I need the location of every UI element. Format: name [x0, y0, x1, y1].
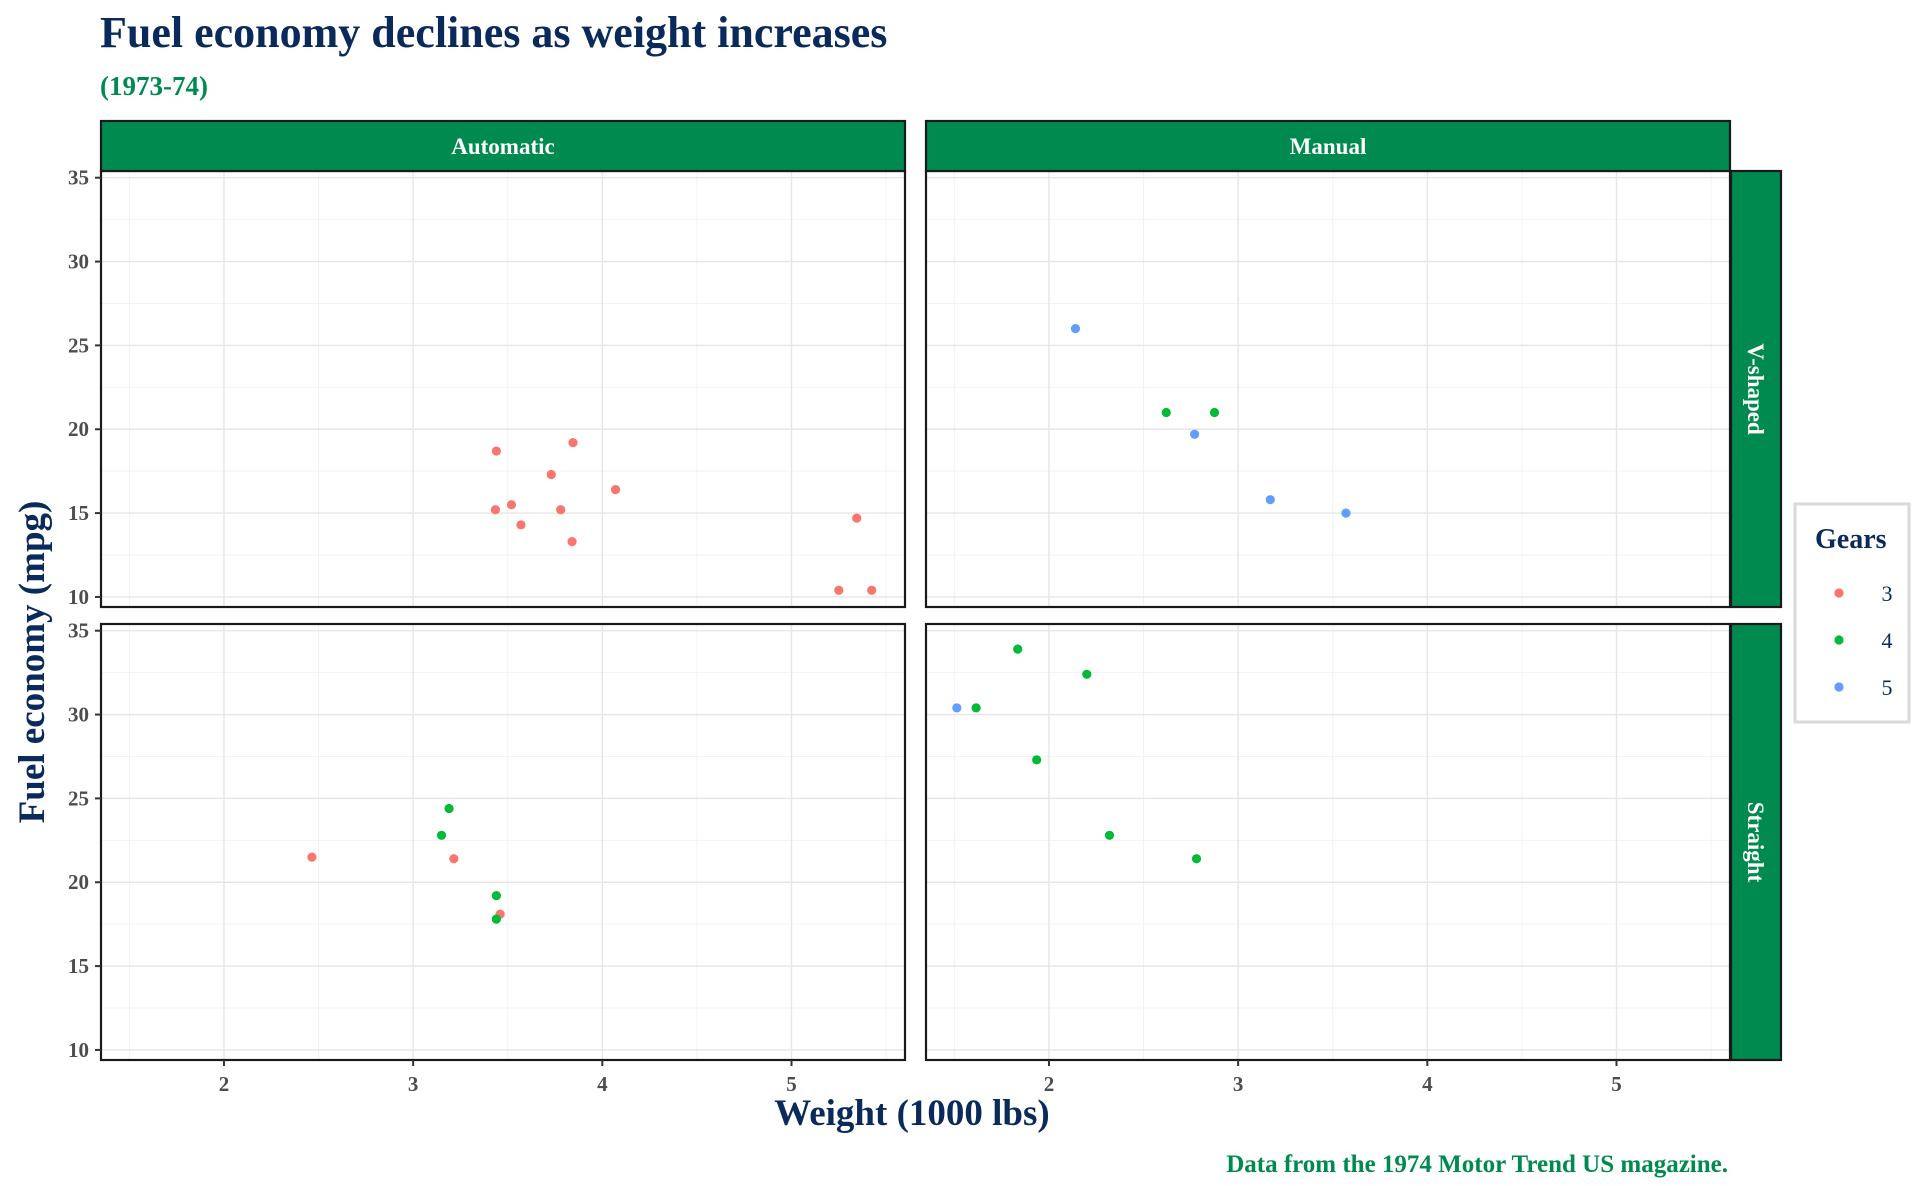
data-point-gear-4	[1209, 407, 1220, 418]
facet-strips: Automatic Manual V-shaped Straight	[99, 119, 1783, 1062]
y-tick-label: 20	[68, 417, 89, 441]
x-axis-title: Weight (1000 lbs)	[774, 1093, 1049, 1134]
chart-title: Fuel economy declines as weight increase…	[100, 8, 887, 57]
x-tick-label: 2	[1044, 1072, 1055, 1096]
x-tick-label: 4	[597, 1072, 608, 1096]
legend-label-gear-3: 3	[1882, 581, 1893, 606]
x-tick-label: 3	[408, 1072, 419, 1096]
strip-manual	[924, 119, 1732, 173]
data-point-gear-4	[491, 914, 501, 924]
legend-box	[1793, 502, 1911, 724]
data-point-gear-3	[506, 500, 517, 510]
data-point-gear-3	[852, 513, 862, 523]
y-tick-label: 15	[68, 501, 89, 525]
strip-automatic	[99, 119, 907, 173]
y-axis: 10 15 20 25 30 35 10 15 20 25 30 35	[68, 166, 101, 1062]
y-tick-label: 10	[68, 585, 89, 609]
data-point-gear-4	[1032, 755, 1042, 765]
panel-background	[101, 624, 905, 1060]
data-point-gear-4	[1191, 854, 1202, 864]
y-tick-label: 20	[68, 870, 89, 894]
data-point-gear-3	[490, 505, 501, 515]
x-axis: 2 3 4 5 2 3 4 5	[219, 1060, 1622, 1096]
data-point-gear-5	[1341, 508, 1351, 518]
chart-caption: Data from the 1974 Motor Trend US magazi…	[1226, 1151, 1728, 1178]
data-point-gear-5	[952, 703, 962, 713]
data-point-gear-3	[567, 537, 577, 547]
data-point-gear-4	[491, 891, 501, 901]
panel-manual-v-shaped	[924, 169, 1732, 609]
panel-background	[926, 624, 1730, 1060]
panel-automatic-v-shaped	[99, 169, 907, 609]
legend-label-gear-5: 5	[1882, 675, 1893, 700]
data-point-gear-4	[1104, 830, 1115, 840]
legend-label-gear-4: 4	[1882, 628, 1893, 653]
data-point-gear-4	[436, 830, 447, 840]
legend-key-gear-4	[1834, 635, 1844, 645]
x-tick-label: 3	[1233, 1072, 1244, 1096]
x-tick-label: 2	[219, 1072, 230, 1096]
strip-label-automatic: Automatic	[451, 134, 554, 159]
x-tick-label: 4	[1422, 1072, 1433, 1096]
data-point-gear-3	[516, 520, 526, 530]
data-point-gear-4	[1082, 669, 1092, 679]
x-tick-label: 5	[786, 1072, 797, 1096]
y-tick-label: 35	[68, 619, 89, 643]
data-point-gear-3	[307, 852, 317, 862]
y-tick-label: 30	[68, 703, 89, 727]
y-axis-title: Fuel economy (mpg)	[12, 501, 53, 824]
y-tick-label: 25	[68, 786, 89, 810]
data-point-gear-5	[1190, 429, 1200, 439]
y-tick-label: 35	[68, 166, 89, 190]
data-point-gear-4	[444, 803, 454, 814]
legend-title: Gears	[1815, 524, 1887, 555]
data-point-gear-4	[971, 703, 981, 713]
panel-manual-straight	[924, 622, 1732, 1062]
data-point-gear-3	[867, 585, 877, 595]
strip-label-straight: Straight	[1743, 802, 1768, 883]
data-point-gear-3	[449, 854, 459, 864]
data-point-gear-4	[1161, 407, 1171, 418]
data-point-gear-3	[556, 505, 566, 515]
strip-label-manual: Manual	[1290, 134, 1367, 159]
y-tick-label: 10	[68, 1038, 89, 1062]
legend: Gears 3 4 5	[1793, 502, 1911, 724]
legend-key-gear-3	[1834, 588, 1844, 598]
strip-v-shaped	[1729, 169, 1783, 609]
facet-panels	[99, 169, 1732, 1062]
data-point-gear-3	[491, 446, 501, 456]
chart-subtitle: (1973-74)	[100, 71, 208, 101]
panel-automatic-straight	[99, 622, 907, 1062]
data-point-gear-4	[1013, 644, 1023, 654]
x-tick-label: 5	[1611, 1072, 1622, 1096]
data-point-gear-5	[1070, 324, 1081, 334]
y-tick-label: 30	[68, 250, 89, 274]
data-point-gear-3	[568, 438, 578, 448]
panel-background	[926, 171, 1730, 607]
panel-border	[99, 622, 907, 1062]
data-point-gear-5	[1265, 495, 1275, 505]
strip-label-v-shaped: V-shaped	[1743, 343, 1768, 435]
data-point-gear-3	[546, 469, 556, 480]
panel-background	[101, 171, 905, 607]
strip-straight	[1729, 622, 1783, 1062]
y-tick-label: 25	[68, 333, 89, 357]
data-point-gear-3	[834, 585, 844, 595]
data-point-gear-3	[610, 485, 621, 495]
y-tick-label: 15	[68, 954, 89, 978]
legend-key-gear-5	[1834, 682, 1844, 692]
